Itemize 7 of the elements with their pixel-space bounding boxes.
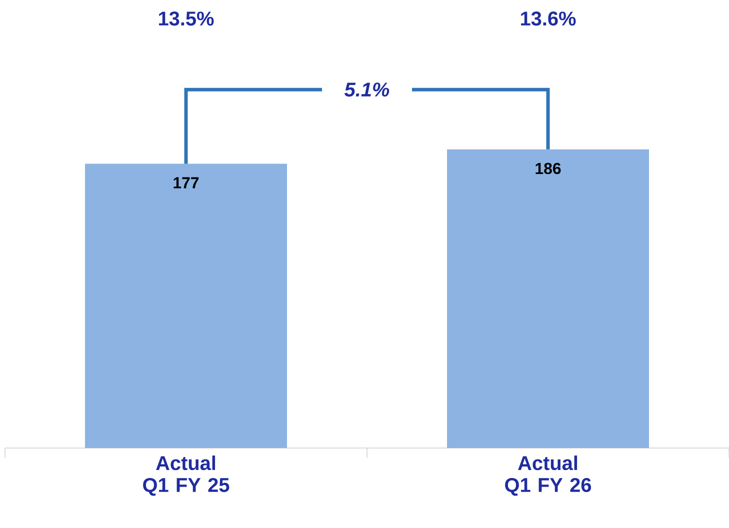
- x-tick-label: Actual Q1 FY 26: [505, 456, 592, 496]
- data-label: 177: [174, 177, 199, 188]
- text: 13.5%: [159, 12, 214, 26]
- data-label: 186: [536, 162, 561, 174]
- x-tick-label: Actual Q1 FY 25: [143, 456, 230, 496]
- text: 13.6%: [521, 12, 576, 26]
- text: 5.1%: [344, 82, 390, 97]
